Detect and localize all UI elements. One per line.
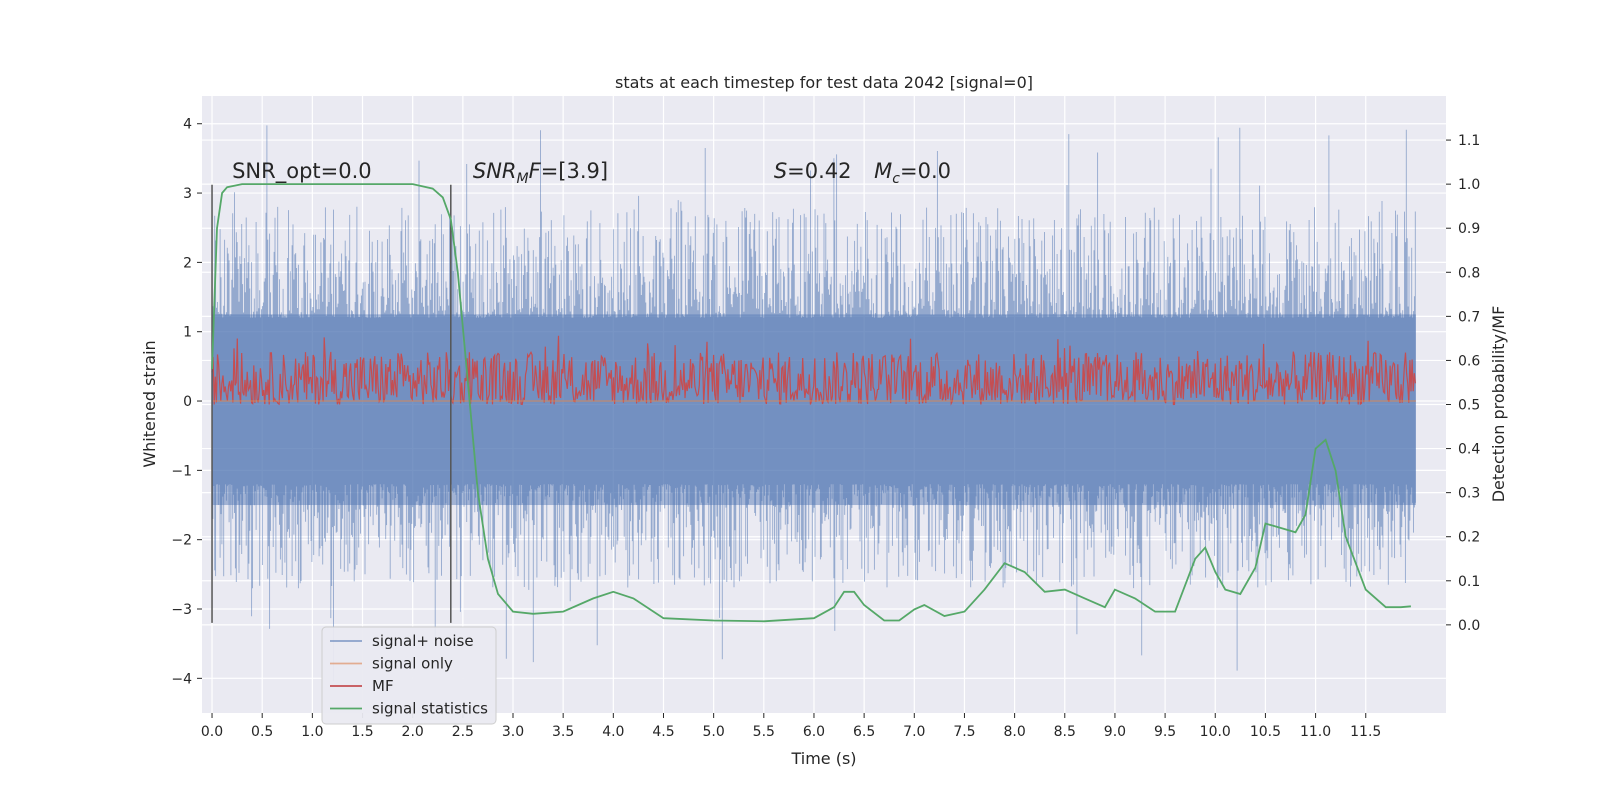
x-tick-label: 6.0 [803, 724, 825, 740]
annotation-s: S=0.42 [774, 159, 852, 183]
y-right-tick-label: 0.6 [1458, 353, 1480, 369]
x-tick-label: 3.0 [502, 724, 524, 740]
y-left-axis-ticks: 4 3 2 1 0 −1 −2 −3 −4 [171, 117, 202, 687]
y-right-tick-label: 0.1 [1458, 574, 1480, 590]
y-right-tick-label: 0.9 [1458, 221, 1480, 237]
x-tick-label: 0.0 [201, 724, 223, 740]
annotations: SNR_opt=0.0 SNRMF=[3.9] S=0.42 Mc=0.0 [232, 159, 951, 187]
mf-trace [211, 335, 1416, 406]
y-left-tick-label: 2 [183, 255, 192, 271]
y-right-tick-label: 1.0 [1458, 177, 1480, 193]
y-left-tick-label: −1 [171, 463, 192, 479]
y-left-tick-label: 4 [183, 117, 192, 133]
x-axis-ticks: 0.0 0.5 1.0 1.5 2.0 2.5 3.0 3.5 4.0 4.5 5.0 5.5 6.0 6… [201, 713, 1381, 740]
y-right-tick-label: 0.2 [1458, 530, 1480, 546]
vertical-markers [211, 184, 452, 623]
legend-label: signal statistics [372, 700, 488, 718]
chart-title: stats at each timestep for test data 204… [615, 73, 1033, 92]
legend-label: signal only [372, 655, 453, 673]
y-right-axis-ticks: 1.1 1.0 0.9 0.8 0.7 0.6 0.5 0.4 0.3 0.2 0.1 0.0 [1446, 133, 1480, 634]
series-signal-statistics [211, 183, 1411, 623]
x-tick-label: 1.5 [351, 724, 373, 740]
x-tick-label: 2.0 [402, 724, 424, 740]
x-tick-label: 9.5 [1154, 724, 1176, 740]
y-left-tick-label: 3 [183, 186, 192, 202]
legend: signal+ noise signal only MF signal statist… [321, 626, 497, 725]
x-tick-label: 7.0 [903, 724, 925, 740]
y-right-tick-label: 0.8 [1458, 265, 1480, 281]
x-axis-label: Time (s) [790, 749, 856, 768]
annotation-snr-opt: SNR_opt=0.0 [232, 159, 372, 184]
y-right-tick-label: 0.5 [1458, 398, 1480, 414]
series-signal-noise [211, 125, 1416, 682]
x-tick-label: 4.0 [602, 724, 624, 740]
y-left-tick-label: 1 [183, 325, 192, 341]
legend-box [321, 626, 497, 725]
x-tick-label: 10.0 [1200, 724, 1231, 740]
x-tick-label: 3.5 [552, 724, 574, 740]
y-right-tick-label: 1.1 [1458, 133, 1480, 149]
y-right-tick-label: 0.4 [1458, 442, 1480, 458]
x-tick-label: 1.0 [301, 724, 323, 740]
y-left-tick-label: −4 [171, 671, 192, 687]
y-right-tick-label: 0.7 [1458, 309, 1480, 325]
y-right-tick-label: 0.3 [1458, 486, 1480, 502]
x-tick-label: 11.5 [1350, 724, 1381, 740]
x-tick-label: 6.5 [853, 724, 875, 740]
x-tick-label: 4.5 [652, 724, 674, 740]
x-tick-label: 5.0 [703, 724, 725, 740]
x-tick-label: 10.5 [1250, 724, 1281, 740]
y-left-tick-label: −2 [171, 533, 192, 549]
y-left-axis-label: Whitened strain [140, 340, 159, 467]
annotation-snr-mf: SNRMF=[3.9] [473, 159, 608, 187]
y-right-axis-label: Detection probability/MF [1489, 306, 1508, 503]
x-tick-label: 8.0 [1003, 724, 1025, 740]
legend-label: MF [372, 677, 394, 695]
annotation-mc: Mc=0.0 [874, 159, 951, 187]
y-left-tick-label: 0 [183, 394, 192, 410]
x-tick-label: 5.5 [753, 724, 775, 740]
y-right-tick-label: 0.0 [1458, 618, 1480, 634]
signal-statistics-line [211, 183, 1411, 623]
x-tick-label: 8.5 [1054, 724, 1076, 740]
x-tick-label: 2.5 [452, 724, 474, 740]
y-left-tick-label: −3 [171, 602, 192, 618]
legend-label: signal+ noise [372, 632, 474, 650]
x-tick-label: 11.0 [1300, 724, 1331, 740]
x-tick-label: 0.5 [251, 724, 273, 740]
x-tick-label: 9.0 [1104, 724, 1126, 740]
x-tick-label: 7.5 [953, 724, 975, 740]
series-mf [211, 335, 1416, 406]
